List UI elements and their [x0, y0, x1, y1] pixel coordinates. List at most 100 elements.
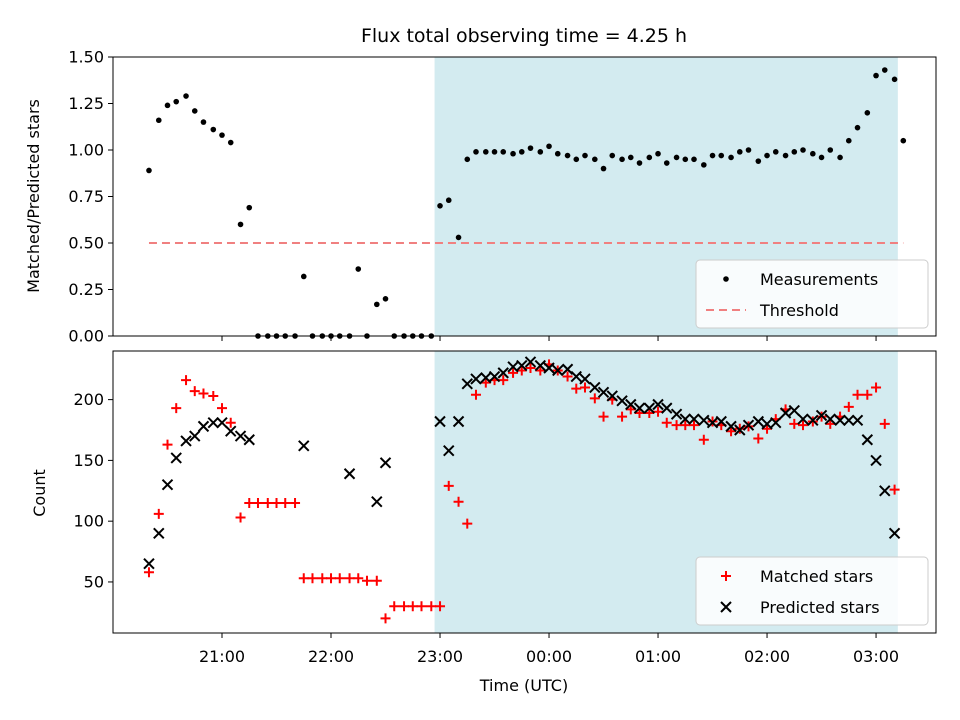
matched-star-point	[353, 573, 364, 584]
matched-star-point	[435, 601, 446, 612]
predicted-star-point	[661, 402, 673, 414]
matched-star-point	[326, 573, 337, 584]
predicted-star-point	[888, 527, 901, 540]
measurement-point	[728, 154, 734, 161]
predicted-star-point	[343, 468, 356, 480]
x-tick-label: 21:00	[199, 647, 245, 666]
predicted-star-point	[679, 413, 691, 425]
matched-star-point	[634, 407, 645, 418]
measurement-point	[818, 154, 825, 161]
predicted-star-point	[843, 414, 855, 426]
measurement-point	[673, 154, 680, 161]
measurement-point	[619, 156, 625, 163]
predicted-star-point	[589, 381, 601, 394]
measurement-point	[500, 149, 507, 155]
predicted-star-point	[379, 457, 392, 469]
measurement-point	[837, 154, 843, 161]
predicted-star-point	[461, 378, 473, 390]
matched-star-point	[571, 383, 582, 394]
measurement-point	[755, 158, 762, 164]
measurement-point	[701, 162, 707, 168]
predicted-star-point	[470, 373, 482, 385]
bottom-legend-box	[695, 556, 929, 626]
measurement-point	[537, 149, 544, 155]
predicted-star-point	[770, 417, 782, 429]
measurement-point	[691, 156, 697, 163]
predicted-star-point	[779, 407, 792, 419]
predicted-star-point	[807, 414, 819, 426]
matched-star-point	[344, 573, 355, 584]
measurement-point	[246, 204, 253, 211]
predicted-star-point	[752, 415, 765, 428]
top-legend-box	[695, 259, 929, 329]
measurement-point	[655, 150, 661, 157]
matched-star-point	[244, 497, 255, 508]
measurement-point	[881, 67, 888, 73]
predicted-star-point	[243, 434, 255, 446]
x-tick-label: 00:00	[526, 647, 572, 666]
measurement-point	[891, 76, 898, 83]
matched-star-point	[889, 484, 900, 495]
predicted-star-point	[497, 367, 509, 379]
predicted-star-point	[788, 404, 800, 417]
x-tick-label: 03:00	[853, 647, 899, 666]
x-tick-label: 23:00	[417, 647, 463, 666]
predicted-star-point	[234, 430, 247, 442]
measurement-point	[791, 149, 798, 155]
predicted-star-point	[197, 420, 210, 433]
bottom-series-1	[143, 356, 901, 570]
matched-star-point	[498, 375, 509, 386]
matched-star-point	[380, 613, 391, 624]
matched-star-point	[852, 389, 863, 400]
matched-star-point	[661, 417, 672, 428]
measurement-point	[483, 149, 489, 155]
bottom-series-0	[143, 359, 900, 624]
matched-star-point	[879, 418, 890, 429]
measurement-point	[873, 72, 879, 79]
measurement-point	[854, 124, 861, 131]
matched-star-point	[516, 365, 527, 376]
top-y-tick-label: 1.00	[68, 141, 104, 160]
predicted-star-point	[734, 424, 746, 436]
bottom-y-tick-label: 50	[84, 572, 104, 591]
predicted-star-point	[225, 425, 237, 437]
predicted-star-point	[207, 417, 219, 429]
predicted-star-point	[725, 420, 737, 433]
measurement-point	[437, 203, 443, 209]
matched-star-point	[862, 389, 873, 400]
bottom-y-tick-label: 150	[73, 451, 104, 470]
top-y-tick-label: 1.50	[68, 48, 104, 67]
predicted-star-point	[516, 359, 528, 372]
matched-star-point	[290, 497, 301, 508]
matched-star-point	[235, 512, 246, 523]
predicted-star-point	[298, 440, 310, 452]
predicted-star-point	[625, 398, 637, 411]
measurement-point	[564, 152, 571, 159]
measurement-point	[300, 273, 307, 280]
predicted-star-point	[543, 362, 555, 374]
measurement-point	[473, 149, 479, 155]
predicted-star-point	[834, 414, 846, 426]
measurement-point	[627, 154, 634, 161]
top-panel: 0.00 0.25 0.50 0.75 1.00 1.25 1.50 Measurements…	[68, 48, 937, 346]
measurement-point	[173, 98, 180, 105]
matched-star-point	[407, 601, 418, 612]
measurement-point	[718, 152, 725, 159]
matched-star-point	[426, 601, 437, 612]
measurement-point	[772, 149, 779, 155]
measurement-point	[164, 102, 171, 109]
matched-star-point	[689, 420, 700, 431]
predicted-star-point	[688, 413, 700, 425]
predicted-star-point	[861, 434, 874, 446]
legend-label: Measurements	[760, 270, 878, 289]
measurement-point	[382, 296, 389, 302]
matched-star-point	[208, 390, 219, 401]
predicted-star-point	[561, 363, 574, 375]
matched-star-point	[280, 497, 291, 508]
measurement-point	[200, 119, 207, 125]
measurement-point	[219, 132, 225, 138]
measurement-point	[745, 147, 752, 153]
measurement-point	[582, 152, 588, 159]
measurement-point	[491, 149, 498, 155]
matched-star-point	[453, 496, 464, 507]
